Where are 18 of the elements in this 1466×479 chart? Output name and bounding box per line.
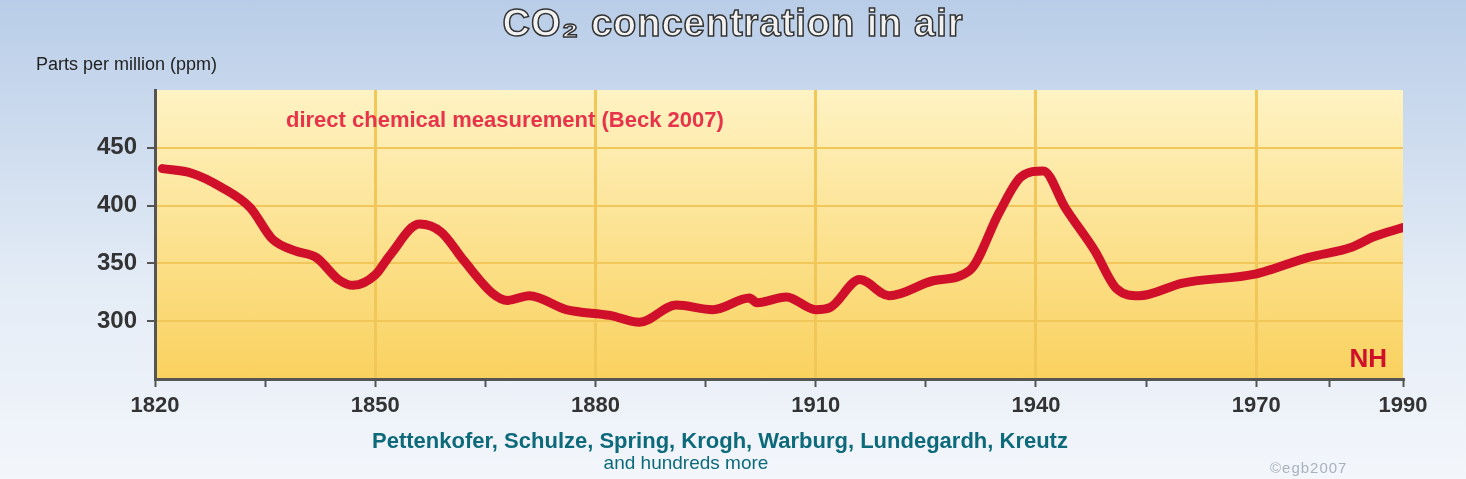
y-tick-label: 300: [96, 305, 137, 333]
text: and hundreds more: [603, 452, 769, 473]
x-tick-label: 1850: [350, 392, 400, 418]
x-tick-label: 1820: [130, 392, 180, 418]
x-tick-label: 1880: [570, 392, 620, 418]
annotation: NH: [1349, 343, 1387, 374]
y-axis-title: Parts per million (ppm): [36, 54, 218, 75]
annotation: direct chemical measurement (Beck 2007): [286, 107, 724, 133]
x-tick-label: 1910: [791, 392, 841, 418]
x-tick-label: 1970: [1231, 392, 1281, 418]
chart-title: CO₂ concentration in air: [501, 2, 965, 45]
text: Pettenkofer, Schulze, Spring, Krogh, Warburg, Lundegardh, Kreutz: [371, 428, 1069, 454]
x-tick-label: 1940: [1011, 392, 1061, 418]
y-tick-label: 350: [96, 248, 137, 276]
y-tick-label: 450: [96, 132, 137, 160]
y-tick-label: 400: [96, 190, 137, 218]
text: ©egb2007: [1270, 459, 1348, 476]
x-tick-label: 1990: [1378, 392, 1428, 418]
